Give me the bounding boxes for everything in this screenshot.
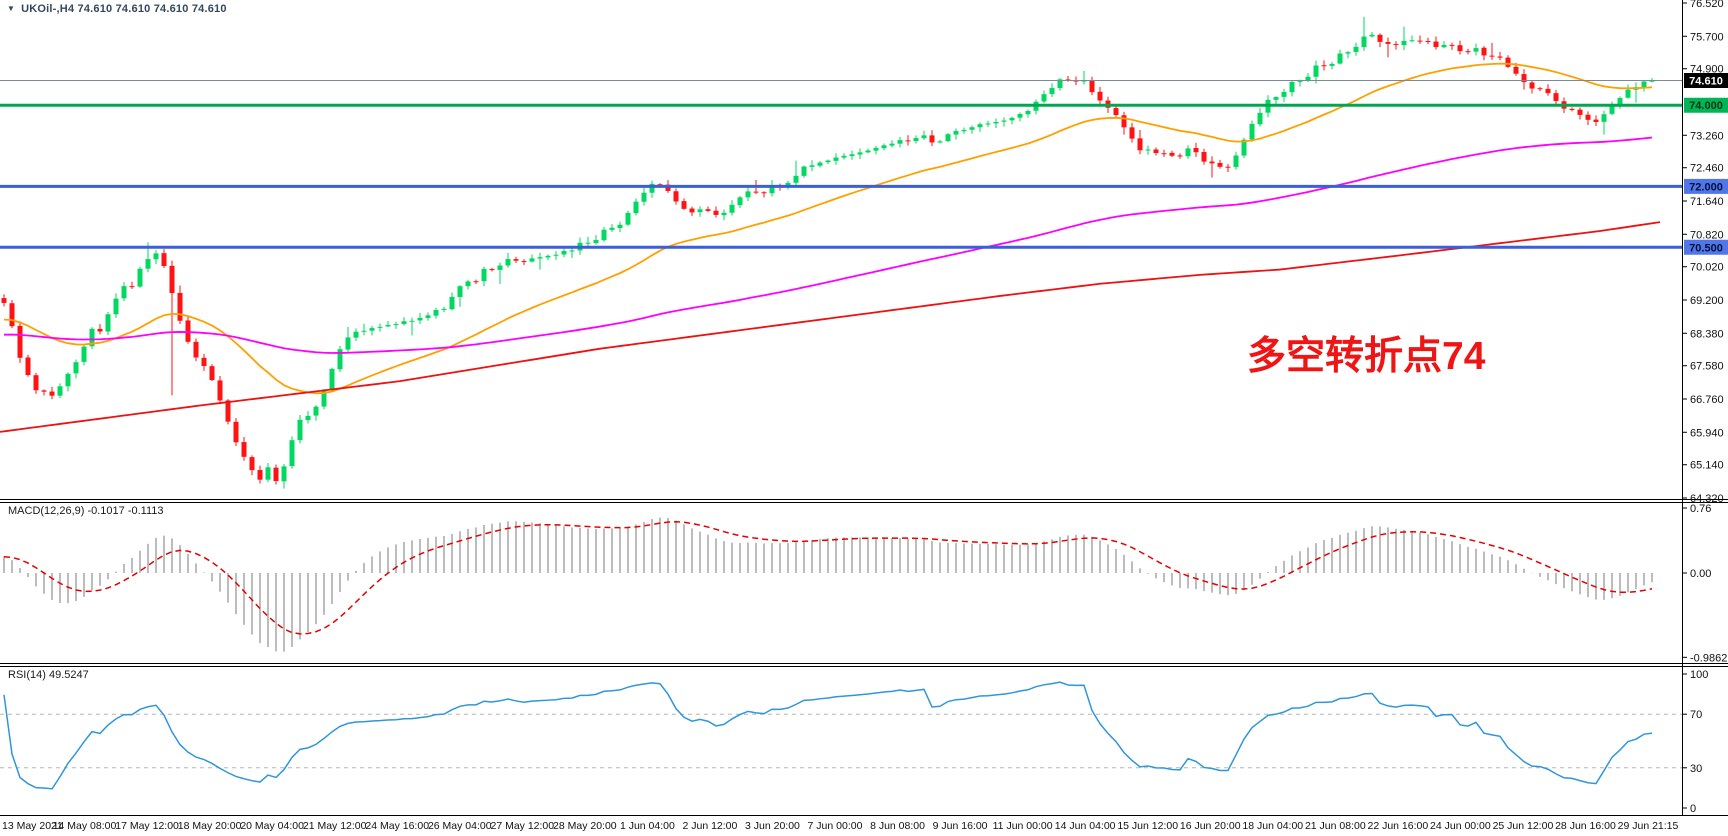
axis-tick-label: -0.9862: [1690, 652, 1727, 664]
svg-text:70.500: 70.500: [1689, 242, 1723, 254]
axis-tick-label: 64.320: [1690, 493, 1724, 505]
time-tick-label: 26 May 04:00: [428, 820, 492, 832]
ma-mid-line: [3, 136, 1653, 354]
axis-tick-label: 0.76: [1690, 503, 1711, 515]
axis-tick-label: 70: [1690, 709, 1702, 721]
axis-tick-label: 100: [1690, 669, 1708, 681]
axis-tick-label: 76.520: [1690, 0, 1724, 10]
axis-tick-label: 66.760: [1690, 394, 1724, 406]
panel-borders: [0, 0, 1728, 816]
price-axis: 76.520 75.700 74.900 73.260 72.460 71.640 70.8…: [1682, 0, 1728, 815]
time-tick-label: 13 May 2021: [2, 820, 63, 832]
candles-layer: [1, 16, 1655, 489]
axis-tick-label: 71.640: [1690, 196, 1724, 208]
ma-slow-line: [0, 221, 1661, 433]
time-tick-label: 22 Jun 16:00: [1367, 820, 1428, 832]
ma-fast-line: [3, 62, 1653, 395]
axis-tick-label: 69.200: [1690, 295, 1724, 307]
time-tick-label: 14 May 08:00: [53, 820, 117, 832]
time-tick-label: 18 May 20:00: [178, 820, 242, 832]
time-tick-label: 20 May 04:00: [240, 820, 304, 832]
time-tick-label: 2 Jun 12:00: [682, 820, 737, 832]
axis-tick-label: 30: [1690, 763, 1702, 775]
axis-tick-label: 0: [1690, 803, 1696, 815]
time-tick-label: 24 May 16:00: [365, 820, 429, 832]
macd-panel[interactable]: [3, 517, 1653, 652]
time-tick-label: 27 May 12:00: [490, 820, 554, 832]
axis-tick-label: 73.260: [1690, 130, 1724, 142]
time-tick-label: 17 May 12:00: [115, 820, 179, 832]
axis-tick-label: 72.460: [1690, 163, 1724, 175]
chevron-down-icon[interactable]: ▼: [7, 4, 16, 13]
axis-tick-label: 70.820: [1690, 229, 1724, 241]
price-tag: 70.500: [1684, 239, 1728, 255]
axis-tick-label: 75.700: [1690, 31, 1724, 43]
time-tick-label: 25 Jun 12:00: [1493, 820, 1554, 832]
symbol-ohlc-text: UKOil-,H4 74.610 74.610 74.610 74.610: [21, 3, 227, 15]
time-tick-label: 21 Jun 08:00: [1305, 820, 1366, 832]
svg-text:74.000: 74.000: [1689, 100, 1723, 112]
time-tick-label: 21 May 12:00: [303, 820, 367, 832]
time-tick-label: 3 Jun 20:00: [745, 820, 800, 832]
time-tick-label: 11 Jun 00:00: [993, 820, 1053, 832]
rsi-panel[interactable]: [0, 681, 1682, 790]
time-tick-label: 18 Jun 04:00: [1242, 820, 1303, 832]
rsi-indicator-label: RSI(14) 49.5247: [8, 669, 89, 681]
time-tick-label: 28 May 20:00: [553, 820, 617, 832]
axis-tick-label: 67.580: [1690, 361, 1724, 373]
axis-tick-label: 0.00: [1690, 568, 1711, 580]
price-tag: 74.000: [1684, 97, 1728, 113]
symbol-ohlc-readout: ▼ UKOil-,H4 74.610 74.610 74.610 74.610: [7, 3, 227, 15]
time-tick-label: 1 Jun 04:00: [620, 820, 675, 832]
time-tick-label: 8 Jun 08:00: [870, 820, 925, 832]
main-price-panel[interactable]: [0, 16, 1682, 489]
axis-tick-label: 70.020: [1690, 262, 1724, 274]
price-tag: 72.000: [1684, 178, 1728, 194]
time-tick-label: 24 Jun 00:00: [1430, 820, 1491, 832]
time-tick-label: 9 Jun 16:00: [933, 820, 988, 832]
svg-text:74.610: 74.610: [1689, 75, 1723, 87]
axis-tick-label: 68.380: [1690, 328, 1724, 340]
chart-annotation: 多空转折点74: [1247, 335, 1486, 378]
time-tick-label: 14 Jun 04:00: [1055, 820, 1116, 832]
time-tick-label: 28 Jun 16:00: [1555, 820, 1616, 832]
axis-tick-label: 74.900: [1690, 64, 1724, 76]
axis-tick-label: 65.940: [1690, 427, 1724, 439]
price-tag: 74.610: [1684, 72, 1728, 88]
time-tick-label: 7 Jun 00:00: [808, 820, 863, 832]
time-tick-label: 16 Jun 20:00: [1180, 820, 1241, 832]
time-tick-label: 15 Jun 12:00: [1117, 820, 1178, 832]
time-tick-label: 29 Jun 21:15: [1618, 820, 1679, 832]
svg-text:72.000: 72.000: [1689, 181, 1723, 193]
axis-tick-label: 65.140: [1690, 460, 1724, 472]
macd-indicator-label: MACD(12,26,9) -0.1017 -0.1113: [8, 505, 164, 517]
